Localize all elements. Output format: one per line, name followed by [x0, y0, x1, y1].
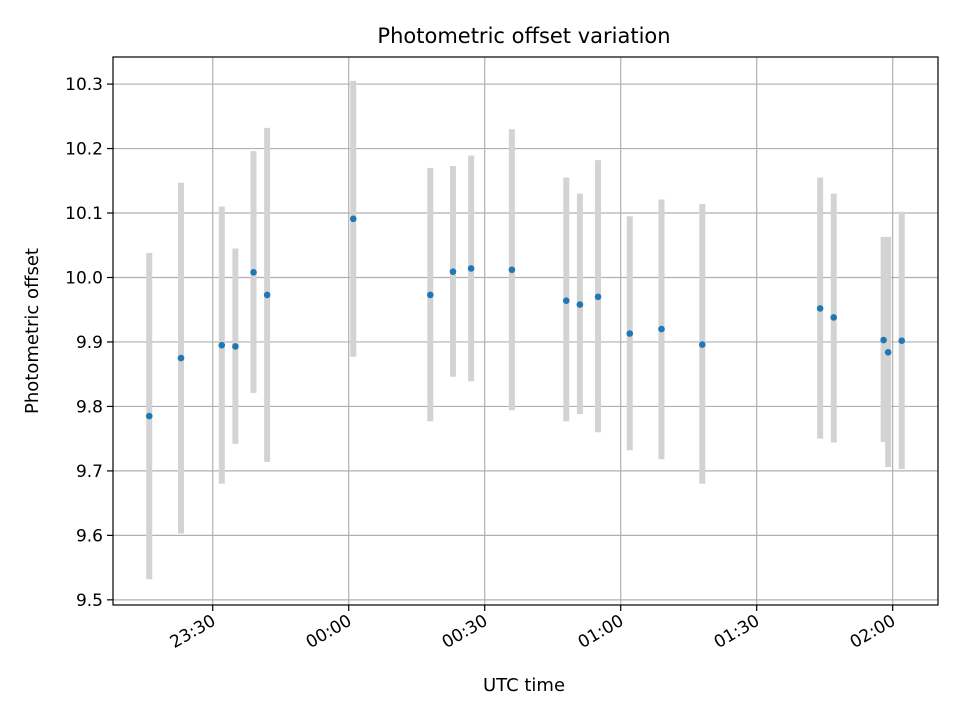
- y-tick-label: 10.0: [65, 268, 103, 288]
- data-point: [349, 215, 357, 223]
- y-tick-label: 9.8: [76, 397, 103, 417]
- data-point: [884, 348, 892, 356]
- data-point: [218, 341, 226, 349]
- data-point: [449, 268, 457, 275]
- y-tick-label: 9.7: [76, 462, 103, 482]
- data-points: [145, 215, 906, 420]
- data-point: [658, 325, 665, 333]
- data-point: [626, 330, 634, 337]
- y-tick-label: 10.1: [65, 204, 103, 224]
- data-point: [250, 269, 257, 276]
- data-point: [145, 412, 153, 420]
- plot-frame: [112, 56, 939, 606]
- data-point: [177, 354, 185, 362]
- data-point: [830, 314, 838, 321]
- data-point: [816, 305, 824, 312]
- y-tick-label: 9.5: [76, 591, 103, 611]
- y-tick-label: 10.2: [65, 140, 103, 160]
- x-axis-title: UTC time: [483, 675, 565, 696]
- data-point: [508, 266, 516, 274]
- y-tick-label: 10.3: [65, 75, 103, 95]
- data-point: [467, 265, 475, 272]
- y-tick-label: 9.9: [76, 333, 103, 353]
- data-point: [562, 297, 570, 304]
- data-point: [898, 337, 906, 344]
- y-axis-title: Photometric offset: [22, 248, 43, 414]
- y-tick-label: 9.6: [76, 526, 103, 546]
- grid-lines: [113, 57, 938, 605]
- plot-area: [112, 56, 939, 606]
- data-point: [232, 343, 239, 350]
- data-point: [263, 291, 271, 299]
- data-point: [427, 291, 434, 299]
- y-axis-ticks: 9.5 9.6 9.7 9.8 9.9 10.0 10.1 10.2 10.3: [65, 75, 113, 611]
- chart-title: Photometric offset variation: [377, 24, 670, 48]
- data-point: [594, 293, 602, 301]
- data-point: [698, 341, 706, 348]
- data-point: [576, 301, 584, 308]
- data-point: [880, 336, 887, 344]
